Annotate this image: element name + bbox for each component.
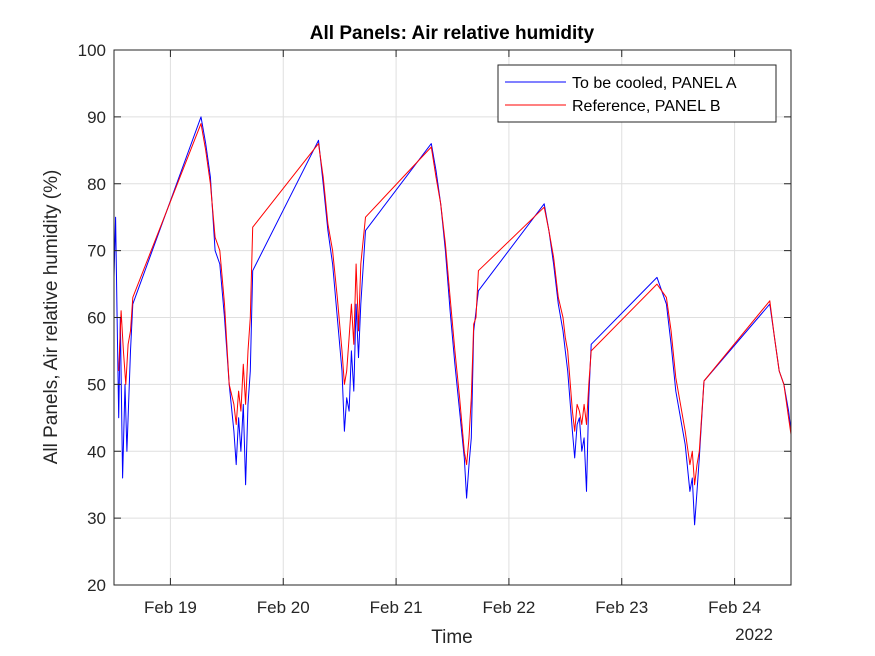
y-tick-label: 40: [87, 442, 106, 461]
series-layer: [113, 116, 792, 526]
tick-labels: 20 30 40 50 60 70 80 90 100 Feb 19 Feb 20 Feb 21 Feb…: [78, 41, 761, 617]
chart-title: All Panels: Air relative humidity: [310, 23, 595, 44]
x-axis-year-label: 2022: [735, 625, 773, 644]
x-tick-label: Feb 23: [595, 598, 648, 617]
x-axis-label: Time: [431, 627, 473, 648]
y-tick-label: 90: [87, 108, 106, 127]
y-tick-label: 60: [87, 309, 106, 328]
y-tick-label: 80: [87, 175, 106, 194]
x-tick-label: Feb 24: [708, 598, 761, 617]
y-tick-label: 100: [78, 41, 106, 60]
y-tick-label: 20: [87, 576, 106, 595]
legend-label-panel-a: To be cooled, PANEL A: [572, 75, 737, 92]
x-tick-label: Feb 21: [370, 598, 423, 617]
y-tick-label: 50: [87, 375, 106, 394]
y-axis-label: All Panels, Air relative humidity (%): [41, 170, 62, 465]
x-tick-label: Feb 22: [482, 598, 535, 617]
ticks: [114, 49, 791, 586]
legend: To be cooled, PANEL A Reference, PANEL B: [497, 64, 777, 123]
legend-label-panel-b: Reference, PANEL B: [572, 98, 721, 115]
y-tick-label: 30: [87, 509, 106, 528]
legend-box: [497, 64, 777, 123]
x-tick-label: Feb 19: [144, 598, 197, 617]
x-tick-label: Feb 20: [257, 598, 310, 617]
y-tick-label: 70: [87, 242, 106, 261]
series-line-panel-a: [113, 116, 792, 526]
series-line-panel-b: [118, 123, 792, 486]
